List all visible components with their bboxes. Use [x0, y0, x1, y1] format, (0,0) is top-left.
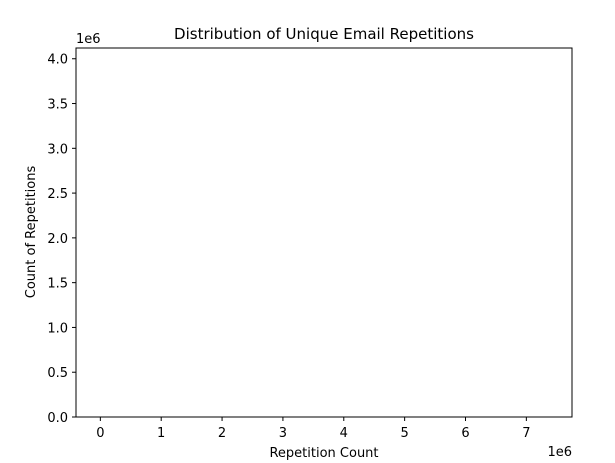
x-tick-label: 1 [157, 426, 165, 441]
y-tick-label: 0.5 [47, 366, 68, 381]
x-tick-label: 6 [461, 426, 469, 441]
x-tick-label: 0 [96, 426, 104, 441]
y-axis-offset-label: 1e6 [76, 32, 101, 47]
y-tick-label: 1.5 [47, 277, 68, 292]
chart-title: Distribution of Unique Email Repetitions [174, 25, 474, 43]
y-axis-label: Count of Repetitions [24, 166, 39, 299]
x-tick-label: 3 [279, 426, 287, 441]
x-axis-offset-label: 1e6 [547, 445, 572, 460]
x-tick-label: 5 [400, 426, 408, 441]
y-axis-ticks: 0.0 0.5 1.0 1.5 2.0 2.5 3.0 3.5 4.0 [47, 53, 76, 426]
x-tick-label: 4 [340, 426, 348, 441]
y-tick-label: 2.5 [47, 187, 68, 202]
y-tick-label: 2.0 [47, 232, 68, 247]
x-tick-label: 2 [218, 426, 226, 441]
x-tick-label: 7 [522, 426, 530, 441]
y-tick-label: 3.5 [47, 98, 68, 113]
y-tick-label: 1.0 [47, 321, 68, 336]
x-axis-label: Repetition Count [269, 446, 378, 461]
x-axis-ticks: 0 1 2 3 4 5 6 7 [96, 417, 530, 441]
y-tick-label: 3.0 [47, 142, 68, 157]
y-tick-label: 0.0 [47, 411, 68, 426]
plot-area [75, 47, 573, 418]
y-tick-label: 4.0 [47, 53, 68, 68]
